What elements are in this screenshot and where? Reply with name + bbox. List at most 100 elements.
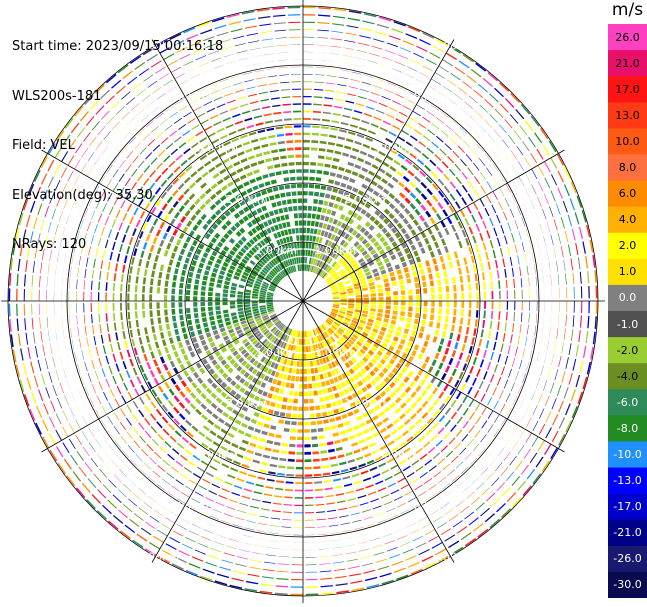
velocity-gate xyxy=(231,187,238,194)
velocity-gate xyxy=(355,306,362,310)
velocity-gate xyxy=(226,229,233,236)
velocity-gate xyxy=(121,234,127,243)
velocity-gate xyxy=(173,504,183,511)
velocity-gate xyxy=(86,337,89,347)
velocity-gate xyxy=(324,426,331,431)
velocity-gate xyxy=(210,237,217,244)
velocity-gate xyxy=(293,125,302,128)
velocity-gate xyxy=(517,444,525,455)
velocity-gate xyxy=(253,545,264,548)
velocity-gate xyxy=(223,174,231,181)
velocity-gate xyxy=(323,331,329,338)
velocity-gate xyxy=(502,258,506,268)
velocity-gate xyxy=(529,452,538,464)
velocity-gate xyxy=(249,260,256,266)
velocity-gate xyxy=(286,140,294,144)
velocity-gate xyxy=(259,305,266,308)
velocity-gate xyxy=(319,325,325,332)
velocity-gate xyxy=(529,289,530,299)
velocity-gate xyxy=(571,228,576,241)
velocity-gate xyxy=(455,429,463,437)
velocity-gate xyxy=(190,392,197,399)
velocity-gate xyxy=(359,35,371,39)
velocity-gate xyxy=(437,522,447,529)
velocity-gate xyxy=(70,365,74,376)
velocity-gate xyxy=(590,346,594,360)
velocity-gate xyxy=(368,224,375,231)
velocity-gate xyxy=(319,397,325,403)
velocity-gate xyxy=(397,477,406,483)
velocity-gate xyxy=(278,419,285,424)
velocity-gate xyxy=(231,577,244,582)
velocity-gate xyxy=(442,209,449,217)
velocity-gate xyxy=(413,430,421,437)
velocity-gate xyxy=(104,239,109,249)
velocity-gate xyxy=(483,349,487,359)
velocity-gate xyxy=(82,446,90,457)
velocity-gate xyxy=(244,304,251,308)
velocity-gate xyxy=(184,257,190,264)
velocity-gate xyxy=(498,201,503,211)
velocity-gate xyxy=(431,141,439,149)
velocity-gate xyxy=(227,343,234,349)
velocity-gate xyxy=(55,329,58,340)
velocity-gate xyxy=(166,353,172,361)
velocity-gate xyxy=(347,269,354,275)
velocity-gate xyxy=(451,350,457,358)
velocity-gate xyxy=(113,474,122,483)
velocity-gate xyxy=(248,320,255,325)
velocity-gate xyxy=(330,242,336,249)
velocity-gate xyxy=(305,512,315,514)
velocity-gate xyxy=(44,235,48,247)
velocity-gate xyxy=(377,71,388,75)
velocity-gate xyxy=(449,387,456,396)
velocity-gate xyxy=(482,272,485,281)
velocity-gate xyxy=(170,66,182,73)
velocity-gate xyxy=(269,525,280,527)
velocity-gate xyxy=(210,213,217,221)
velocity-gate xyxy=(359,319,366,324)
velocity-gate xyxy=(344,379,351,386)
velocity-gate xyxy=(450,73,461,81)
velocity-gate xyxy=(279,388,285,395)
velocity-gate xyxy=(223,53,235,58)
velocity-gate xyxy=(316,169,323,174)
velocity-gate xyxy=(430,376,437,384)
velocity-gate xyxy=(514,301,516,311)
velocity-gate xyxy=(24,274,26,287)
velocity-gate xyxy=(252,236,258,243)
velocity-gate xyxy=(511,440,519,450)
velocity-gate xyxy=(260,326,267,332)
velocity-gate xyxy=(460,532,472,541)
velocity-gate xyxy=(155,199,162,207)
velocity-gate xyxy=(420,423,428,431)
velocity-gate xyxy=(315,405,321,411)
velocity-gate xyxy=(95,199,101,209)
velocity-gate xyxy=(227,367,234,374)
velocity-gate xyxy=(247,212,254,219)
velocity-gate xyxy=(363,328,370,334)
velocity-gate xyxy=(343,420,351,426)
velocity-gate xyxy=(119,373,124,382)
velocity-gate xyxy=(259,307,267,311)
velocity-gate xyxy=(485,472,494,481)
velocity-gate xyxy=(259,346,265,353)
velocity-gate xyxy=(394,246,401,253)
velocity-gate xyxy=(371,45,383,50)
velocity-gate xyxy=(163,214,170,222)
velocity-gate xyxy=(431,123,440,130)
velocity-gate xyxy=(522,141,530,152)
velocity-gate xyxy=(126,417,132,426)
velocity-gate xyxy=(449,181,456,189)
velocity-gate xyxy=(582,241,586,254)
velocity-gate xyxy=(354,309,361,313)
velocity-gate xyxy=(255,122,264,126)
velocity-gate xyxy=(134,388,140,397)
velocity-gate xyxy=(277,264,283,271)
velocity-gate xyxy=(505,183,511,193)
velocity-gate xyxy=(193,307,198,313)
velocity-gate xyxy=(536,238,539,249)
velocity-gate xyxy=(455,176,462,185)
velocity-gate xyxy=(223,363,231,370)
velocity-gate xyxy=(426,199,433,207)
